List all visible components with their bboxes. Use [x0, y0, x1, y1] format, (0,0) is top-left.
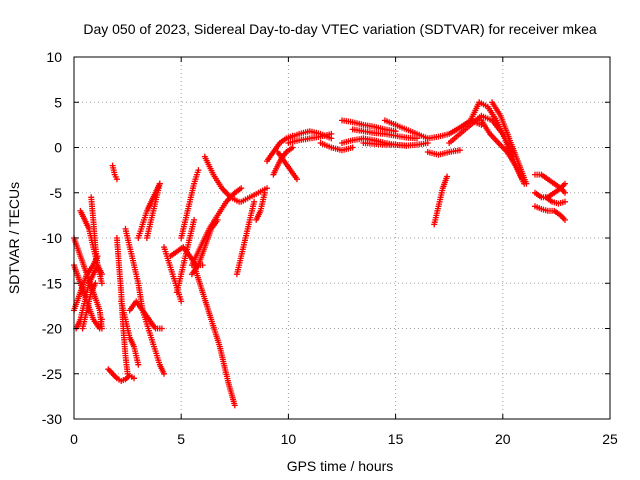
series-track-26: [238, 185, 270, 205]
track-points: [109, 162, 120, 183]
track-points: [381, 117, 431, 142]
series-track-23: [188, 185, 245, 269]
x-tick-labels: 0 5 10 15 20 25: [70, 431, 618, 447]
grid: [74, 57, 610, 419]
track-points: [79, 280, 99, 332]
y-tick-label: 5: [54, 94, 62, 110]
track-points: [143, 180, 163, 241]
track-points: [317, 140, 356, 154]
series-track-15: [139, 307, 167, 377]
series-track-49: [542, 194, 568, 207]
track-points: [542, 194, 568, 207]
series-track-12: [122, 225, 146, 314]
series-track-45: [489, 99, 530, 187]
x-tick-label: 0: [70, 431, 78, 447]
series-track-33: [317, 140, 356, 154]
y-axis-label: SDTVAR / TECUs: [6, 182, 22, 294]
x-tick-label: 20: [495, 431, 511, 447]
track-points: [360, 140, 431, 149]
track-points: [122, 225, 146, 314]
track-points: [424, 147, 463, 158]
x-axis-label: GPS time / hours: [287, 458, 394, 474]
series-track-07: [79, 280, 99, 332]
track-points: [188, 185, 245, 269]
series-track-21: [188, 216, 221, 278]
y-tick-label: -15: [42, 275, 62, 291]
x-tick-label: 5: [177, 431, 185, 447]
series-track-32: [285, 130, 335, 146]
series-track-36: [349, 126, 420, 142]
series-track-37: [360, 140, 431, 149]
series-track-24: [201, 153, 243, 205]
series-track-08: [109, 162, 120, 183]
series-track-20: [178, 167, 202, 241]
x-tick-label: 10: [281, 431, 297, 447]
track-points: [173, 216, 198, 296]
y-tick-label: 10: [46, 49, 62, 65]
series-track-25: [233, 198, 258, 278]
series-track-39: [424, 147, 463, 158]
series-track-06: [88, 194, 101, 269]
series-track-09: [105, 366, 137, 384]
series-track-16: [143, 180, 163, 241]
data-points: [71, 99, 568, 409]
y-tick-label: 0: [54, 140, 62, 156]
series-track-27: [253, 189, 268, 223]
axis-ticks: [73, 56, 611, 420]
series-track-30: [274, 149, 300, 183]
track-points: [274, 149, 300, 183]
track-points: [489, 99, 530, 187]
track-points: [88, 194, 101, 269]
track-points: [178, 167, 202, 241]
track-points: [253, 189, 268, 223]
track-points: [118, 298, 142, 368]
series-track-48: [532, 203, 568, 223]
series-track-19: [173, 216, 198, 296]
track-points: [201, 153, 243, 205]
track-points: [139, 307, 167, 377]
series-track-34: [339, 117, 399, 135]
x-tick-label: 25: [602, 431, 618, 447]
track-points: [105, 366, 137, 384]
y-tick-label: -5: [50, 185, 63, 201]
track-points: [238, 185, 270, 205]
track-points: [188, 216, 221, 278]
series-track-38: [381, 117, 431, 142]
series-track-22: [191, 262, 238, 409]
y-tick-label: -30: [42, 411, 62, 427]
series-track-11: [118, 298, 142, 368]
series-track-42: [431, 173, 451, 228]
chart-title: Day 050 of 2023, Sidereal Day-to-day VTE…: [83, 21, 596, 37]
track-points: [431, 173, 451, 228]
track-points: [339, 117, 399, 135]
y-tick-label: -25: [42, 366, 62, 382]
track-points: [233, 198, 258, 278]
y-tick-label: -20: [42, 321, 62, 337]
y-tick-labels: 10 5 0 -5 -10 -15 -20 -25 -30: [42, 49, 62, 427]
track-points: [532, 203, 568, 223]
track-points: [349, 126, 420, 142]
track-points: [285, 130, 335, 146]
x-tick-label: 15: [388, 431, 404, 447]
track-points: [191, 262, 238, 409]
y-tick-label: -10: [42, 230, 62, 246]
